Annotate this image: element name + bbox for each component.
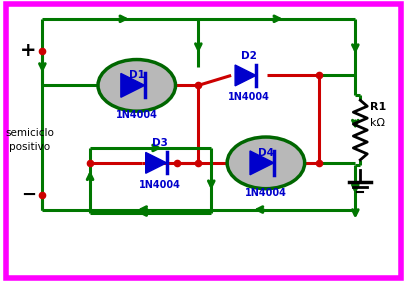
Polygon shape <box>250 151 274 175</box>
Text: D3: D3 <box>152 138 168 148</box>
Ellipse shape <box>98 60 175 111</box>
Text: semiciclo
positivo: semiciclo positivo <box>5 128 54 152</box>
Text: 1N4004: 1N4004 <box>116 110 158 120</box>
Text: D1: D1 <box>129 70 145 80</box>
Text: +: + <box>20 41 36 60</box>
Text: kΩ: kΩ <box>370 118 385 128</box>
Text: −: − <box>21 186 36 204</box>
Text: D2: D2 <box>241 50 257 61</box>
Text: 1N4004: 1N4004 <box>139 180 181 190</box>
Polygon shape <box>146 153 166 173</box>
Text: D4: D4 <box>258 148 274 158</box>
Polygon shape <box>121 73 145 97</box>
Text: 1N4004: 1N4004 <box>245 188 287 198</box>
Polygon shape <box>235 65 256 86</box>
Ellipse shape <box>227 137 305 189</box>
Text: R1: R1 <box>370 102 387 112</box>
Text: 1N4004: 1N4004 <box>228 92 270 102</box>
